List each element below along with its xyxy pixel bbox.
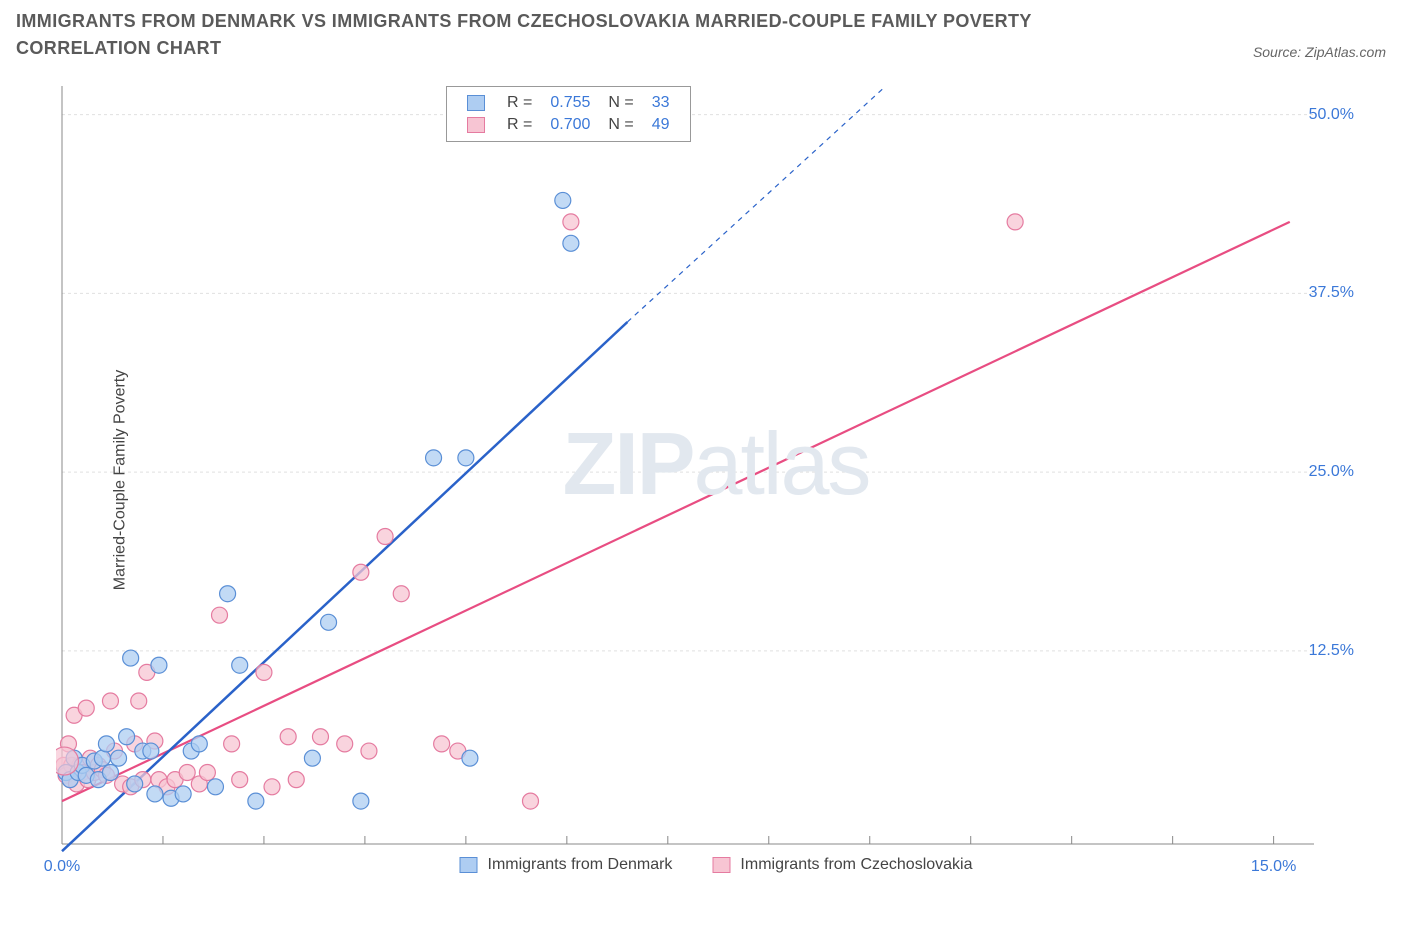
chart-container: IMMIGRANTS FROM DENMARK VS IMMIGRANTS FR… xyxy=(0,0,1406,930)
legend-n-label-0: N = xyxy=(600,93,641,113)
legend-stats-table: R = 0.755 N = 33 R = 0.700 N = 49 xyxy=(457,91,680,137)
legend-swatch-denmark-b xyxy=(460,857,478,873)
legend-swatch-czech xyxy=(467,117,485,133)
legend-n-value-0: 33 xyxy=(644,93,678,113)
legend-label-denmark: Immigrants from Denmark xyxy=(488,856,673,874)
legend-item-denmark: Immigrants from Denmark xyxy=(460,856,673,874)
y-tick-label: 50.0% xyxy=(1309,106,1354,124)
legend-series: Immigrants from Denmark Immigrants from … xyxy=(460,856,973,874)
source-attribution: Source: ZipAtlas.com xyxy=(1253,44,1386,60)
x-tick-label: 0.0% xyxy=(44,858,80,876)
legend-r-value-0: 0.755 xyxy=(542,93,598,113)
legend-stats: R = 0.755 N = 33 R = 0.700 N = 49 xyxy=(446,86,691,142)
y-tick-label: 12.5% xyxy=(1309,642,1354,660)
chart-title: IMMIGRANTS FROM DENMARK VS IMMIGRANTS FR… xyxy=(16,8,1116,62)
plot-area: ZIPatlas R = 0.755 N = 33 R = 0.700 N = … xyxy=(56,82,1376,878)
legend-r-label-1: R = xyxy=(499,115,540,135)
y-tick-label: 25.0% xyxy=(1309,463,1354,481)
legend-r-value-1: 0.700 xyxy=(542,115,598,135)
x-tick-label: 15.0% xyxy=(1251,858,1296,876)
legend-item-czech: Immigrants from Czechoslovakia xyxy=(712,856,972,874)
y-tick-label: 37.5% xyxy=(1309,284,1354,302)
legend-label-czech: Immigrants from Czechoslovakia xyxy=(740,856,972,874)
chart-svg xyxy=(56,82,1376,878)
legend-n-value-1: 49 xyxy=(644,115,678,135)
legend-swatch-czech-b xyxy=(712,857,730,873)
legend-r-label-0: R = xyxy=(499,93,540,113)
legend-stats-row-0: R = 0.755 N = 33 xyxy=(459,93,678,113)
legend-stats-row-1: R = 0.700 N = 49 xyxy=(459,115,678,135)
legend-swatch-denmark xyxy=(467,95,485,111)
legend-n-label-1: N = xyxy=(600,115,641,135)
